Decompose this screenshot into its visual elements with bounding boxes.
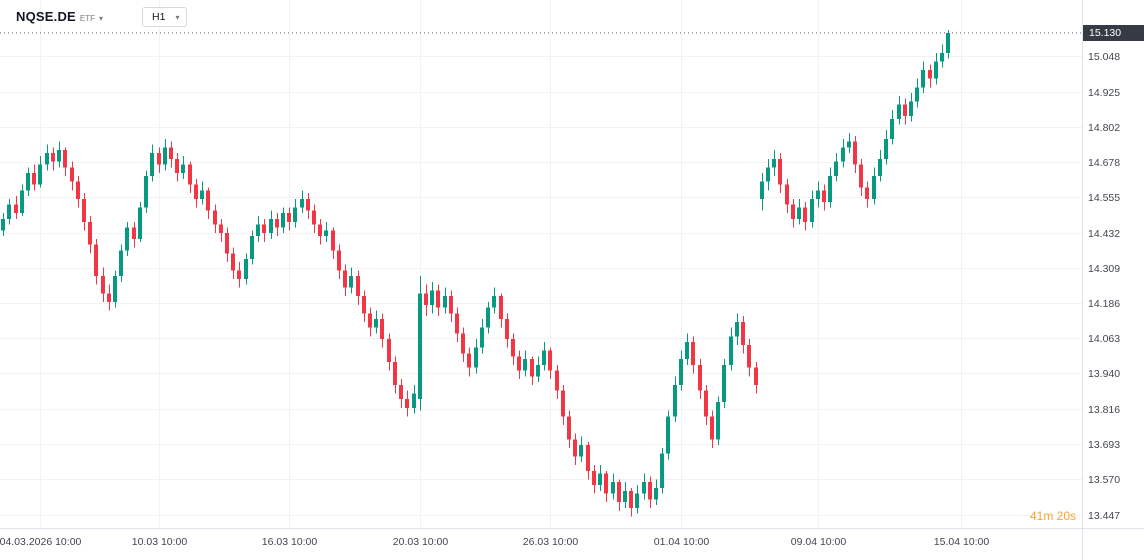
chevron-down-icon: ▾ [99, 14, 104, 23]
instrument-type-label: ETF [79, 14, 96, 23]
symbol-name: NQSE.DE [16, 9, 76, 24]
timeframe-selector[interactable]: H1 ▾ [142, 7, 188, 27]
svg-text:14.678: 14.678 [1088, 157, 1120, 169]
svg-text:14.309: 14.309 [1088, 263, 1120, 275]
svg-text:01.04 10:00: 01.04 10:00 [654, 536, 710, 548]
candle-countdown: 41m 20s [1029, 509, 1076, 523]
svg-text:15.04 10:00: 15.04 10:00 [934, 536, 990, 548]
svg-text:10.03 10:00: 10.03 10:00 [132, 536, 188, 548]
svg-text:20.03 10:00: 20.03 10:00 [393, 536, 449, 548]
candles [1, 30, 950, 517]
svg-text:14.802: 14.802 [1088, 122, 1120, 134]
svg-text:14.186: 14.186 [1088, 298, 1120, 310]
svg-text:14.432: 14.432 [1088, 228, 1120, 240]
svg-text:14.555: 14.555 [1088, 192, 1120, 204]
svg-text:26.03 10:00: 26.03 10:00 [523, 536, 579, 548]
svg-text:09.04 10:00: 09.04 10:00 [791, 536, 847, 548]
svg-text:14.925: 14.925 [1088, 87, 1120, 99]
last-price-badge: 15.130 [1083, 25, 1144, 41]
svg-text:16.03 10:00: 16.03 10:00 [262, 536, 318, 548]
vertical-gridlines [40, 0, 962, 528]
horizontal-gridlines [0, 56, 1082, 516]
svg-text:13.940: 13.940 [1088, 368, 1120, 380]
svg-text:15.048: 15.048 [1088, 51, 1120, 63]
time-axis-labels[interactable]: 04.03.2026 10:00 10.03 10:00 16.03 10:00 20… [0, 536, 989, 548]
svg-text:13.570: 13.570 [1088, 474, 1120, 486]
timeframe-label: H1 [152, 11, 166, 23]
symbol-selector[interactable]: NQSE.DE ETF ▾ [16, 9, 103, 24]
price-axis-labels[interactable]: 15.048 14.925 14.802 14.678 14.555 14.432 14.3… [1088, 51, 1120, 522]
chevron-down-icon: ▾ [175, 12, 180, 22]
svg-text:13.693: 13.693 [1088, 439, 1120, 451]
svg-text:13.447: 13.447 [1088, 510, 1120, 522]
svg-text:04.03.2026 10:00: 04.03.2026 10:00 [0, 536, 82, 548]
svg-text:13.816: 13.816 [1088, 404, 1120, 416]
svg-text:14.063: 14.063 [1088, 333, 1120, 345]
